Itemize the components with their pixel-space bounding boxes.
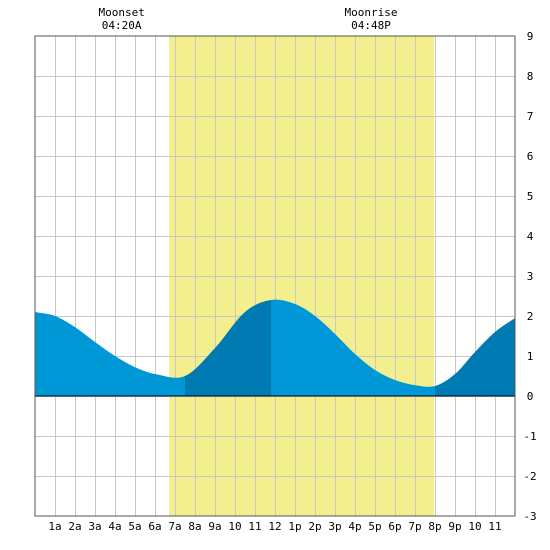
- y-tick-label: 3: [527, 270, 534, 283]
- y-tick-label: 1: [527, 350, 534, 363]
- y-tick-label: 7: [527, 110, 534, 123]
- rising-tide-area: [435, 318, 515, 396]
- moon-event-time: 04:48P: [351, 19, 391, 32]
- x-tick-label: 2p: [308, 520, 321, 533]
- y-tick-label: -1: [523, 430, 536, 443]
- x-tick-label: 4p: [348, 520, 361, 533]
- x-tick-label: 9a: [208, 520, 221, 533]
- x-tick-label: 3p: [328, 520, 341, 533]
- falling-tide-area: [271, 299, 435, 396]
- x-tick-label: 6p: [388, 520, 401, 533]
- y-tick-label: 5: [527, 190, 534, 203]
- x-tick-label: 10: [468, 520, 481, 533]
- y-tick-label: 4: [527, 230, 534, 243]
- x-tick-label: 3a: [88, 520, 101, 533]
- x-tick-label: 5a: [128, 520, 141, 533]
- y-tick-label: 0: [527, 390, 534, 403]
- y-tick-label: -3: [523, 510, 536, 523]
- x-tick-label: 12: [268, 520, 281, 533]
- x-tick-label: 10: [228, 520, 241, 533]
- x-tick-label: 4a: [108, 520, 121, 533]
- x-tick-label: 1p: [288, 520, 301, 533]
- rising-tide-area: [185, 300, 271, 396]
- x-tick-label: 5p: [368, 520, 381, 533]
- x-tick-label: 7p: [408, 520, 421, 533]
- y-tick-label: 6: [527, 150, 534, 163]
- moon-event-label: Moonrise: [345, 6, 398, 19]
- falling-tide-area: [35, 312, 185, 396]
- y-tick-label: 9: [527, 30, 534, 43]
- x-tick-label: 9p: [448, 520, 461, 533]
- y-tick-label: 2: [527, 310, 534, 323]
- moon-event-label: Moonset: [98, 6, 144, 19]
- x-tick-label: 1a: [48, 520, 61, 533]
- plot-frame: [34, 35, 516, 517]
- x-tick-label: 6a: [148, 520, 161, 533]
- x-tick-label: 11: [248, 520, 261, 533]
- x-tick-label: 2a: [68, 520, 81, 533]
- y-tick-label: -2: [523, 470, 536, 483]
- y-tick-label: 8: [527, 70, 534, 83]
- x-tick-label: 7a: [168, 520, 181, 533]
- x-tick-label: 11: [488, 520, 501, 533]
- moon-event-time: 04:20A: [102, 19, 142, 32]
- x-tick-label: 8p: [428, 520, 441, 533]
- x-tick-label: 8a: [188, 520, 201, 533]
